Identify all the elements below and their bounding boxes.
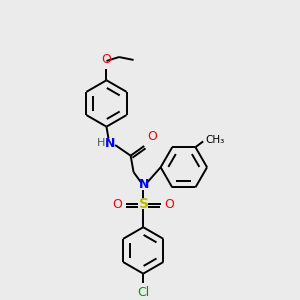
Text: O: O <box>164 197 174 211</box>
Text: N: N <box>105 136 116 150</box>
Text: N: N <box>139 178 149 191</box>
Text: H: H <box>97 138 106 148</box>
Text: O: O <box>102 53 111 66</box>
Text: S: S <box>139 197 149 211</box>
Text: Cl: Cl <box>137 286 149 299</box>
Text: CH₃: CH₃ <box>205 135 224 146</box>
Text: O: O <box>147 130 157 143</box>
Text: O: O <box>112 197 122 211</box>
